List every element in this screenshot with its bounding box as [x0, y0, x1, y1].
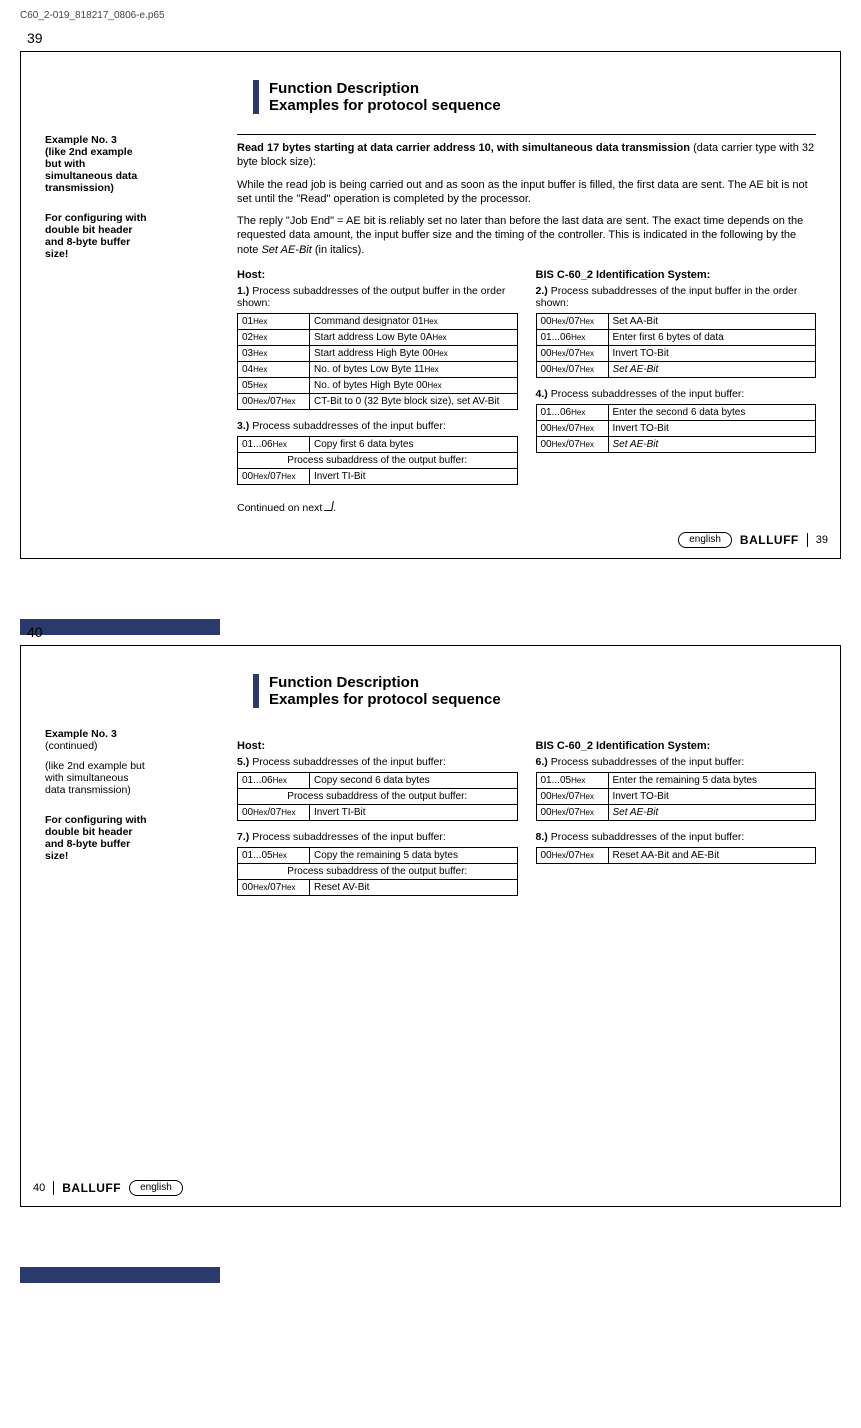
main-content: Read 17 bytes starting at data carrier a… [237, 134, 816, 514]
title-block: Function Description Examples for protoc… [253, 674, 816, 708]
step-8-label: 8.) Process subaddresses of the input bu… [536, 831, 817, 843]
step-1-table: 01HexCommand designator 01Hex02HexStart … [237, 313, 518, 410]
page-40: 40 Function Description Examples for pro… [20, 645, 841, 1207]
page-number-top: 40 [27, 624, 43, 640]
side-line: double bit header [45, 224, 133, 236]
side-line: but with [45, 158, 85, 170]
page-number-top: 39 [27, 30, 43, 46]
step-1-label: 1.) Process subaddresses of the output b… [237, 285, 518, 309]
side-line: For configuring with [45, 212, 146, 224]
title-block: Function Description Examples for protoc… [253, 80, 816, 114]
side-block-2: For configuring with double bit header a… [45, 814, 221, 862]
side-line: size! [45, 850, 68, 862]
title-line-1: Function Description [269, 80, 816, 97]
side-line: double bit header [45, 826, 133, 838]
title-line-2: Examples for protocol sequence [269, 97, 816, 114]
step-4-label: 4.) Process subaddresses of the input bu… [536, 388, 817, 400]
language-pill: english [678, 532, 732, 548]
continued-note: Continued on next . [237, 501, 816, 514]
side-line: and 8-byte buffer [45, 236, 130, 248]
intro-p2: The reply "Job End" = AE bit is reliably… [237, 214, 816, 257]
sidebar: Example No. 3 (like 2nd example but with… [45, 134, 221, 514]
step-7-label: 7.) Process subaddresses of the input bu… [237, 831, 518, 843]
side-line: (like 2nd example but [45, 760, 145, 772]
step-4-table: 01...06HexEnter the second 6 data bytes0… [536, 404, 817, 453]
system-heading: BIS C-60_2 Identification System: [536, 740, 817, 752]
side-line: (continued) [45, 740, 98, 752]
step-6-label: 6.) Process subaddresses of the input bu… [536, 756, 817, 768]
doc-header: C60_2-019_818217_0806-e.p65 [20, 10, 841, 21]
step-7-table: 01...05HexCopy the remaining 5 data byte… [237, 847, 518, 896]
side-line: simultaneous data [45, 170, 137, 182]
side-line: and 8-byte buffer [45, 838, 130, 850]
side-line: Example No. 3 [45, 728, 117, 740]
side-line: size! [45, 248, 68, 260]
page-39: 39 Function Description Examples for pro… [20, 51, 841, 559]
side-line: Example No. 3 [45, 134, 117, 146]
side-block-1: Example No. 3 (like 2nd example but with… [45, 134, 221, 194]
side-block-1b: (like 2nd example but with simultaneous … [45, 760, 221, 796]
step-2-label: 2.) Process subaddresses of the input bu… [536, 285, 817, 309]
step-5-label: 5.) Process subaddresses of the input bu… [237, 756, 518, 768]
brand-logo: BALLUFF [740, 533, 799, 547]
title-line-1: Function Description [269, 674, 816, 691]
host-heading: Host: [237, 269, 518, 281]
intro-p1: While the read job is being carried out … [237, 178, 816, 207]
sidebar: Example No. 3 (continued) (like 2nd exam… [45, 728, 221, 1166]
blue-accent-bar [20, 619, 220, 635]
page-footer: english BALLUFF 39 [21, 528, 840, 558]
blue-accent-bar [20, 1267, 220, 1283]
brand-logo: BALLUFF [62, 1181, 121, 1195]
side-line: with simultaneous [45, 772, 128, 784]
step-8-table: 00Hex/07HexReset AA-Bit and AE-Bit [536, 847, 817, 864]
main-content: Host: 5.) Process subaddresses of the in… [237, 728, 816, 1166]
system-heading: BIS C-60_2 Identification System: [536, 269, 817, 281]
step-2-table: 00Hex/07HexSet AA-Bit01...06HexEnter fir… [536, 313, 817, 378]
footer-page-number: 40 [33, 1182, 45, 1194]
step-6-table: 01...05HexEnter the remaining 5 data byt… [536, 772, 817, 821]
intro: Read 17 bytes starting at data carrier a… [237, 141, 816, 257]
language-pill: english [129, 1180, 183, 1196]
step-5-table: 01...06HexCopy second 6 data bytesProces… [237, 772, 518, 821]
step-3-table: 01...06HexCopy first 6 data bytesProcess… [237, 436, 518, 485]
side-line: transmission) [45, 182, 114, 194]
step-3-label: 3.) Process subaddresses of the input bu… [237, 420, 518, 432]
side-block-1: Example No. 3 (continued) [45, 728, 221, 752]
page-flip-icon [324, 501, 334, 511]
footer-page-number: 39 [816, 534, 828, 546]
title-line-2: Examples for protocol sequence [269, 691, 816, 708]
intro-bold: Read 17 bytes starting at data carrier a… [237, 142, 690, 154]
side-block-2: For configuring with double bit header a… [45, 212, 221, 260]
side-line: data transmission) [45, 784, 131, 796]
side-line: For configuring with [45, 814, 146, 826]
side-line: (like 2nd example [45, 146, 133, 158]
page-footer: 40 BALLUFF english [21, 1180, 840, 1206]
host-heading: Host: [237, 740, 518, 752]
